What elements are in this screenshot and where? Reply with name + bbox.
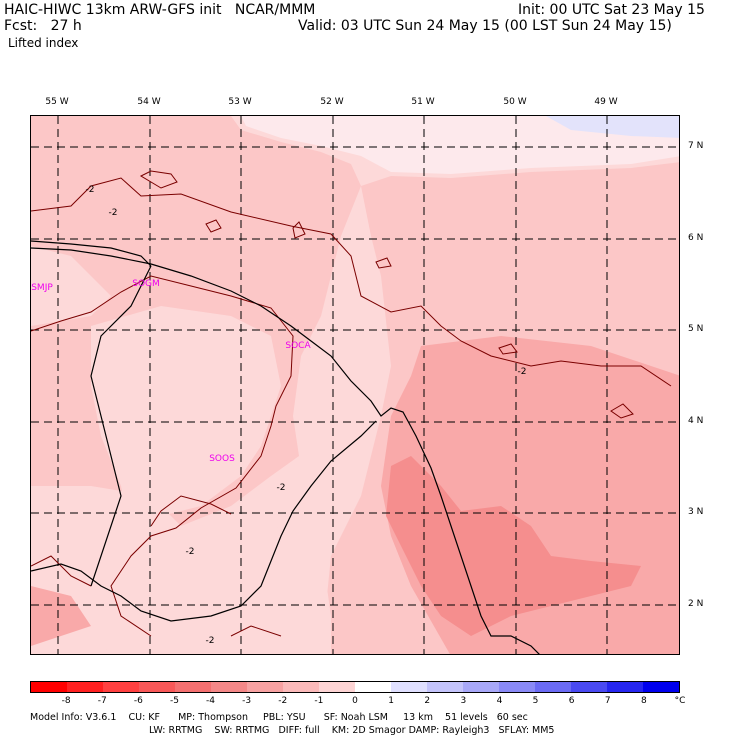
- colorbar-tick-label: -8: [61, 696, 71, 706]
- colorbar-swatch: [427, 682, 463, 692]
- colorbar: [30, 681, 680, 693]
- colorbar-swatch: [607, 682, 643, 692]
- map-panel: [30, 115, 680, 655]
- colorbar-unit: °C: [674, 696, 686, 706]
- colorbar-tick-label: 2: [424, 696, 431, 706]
- border-suriname-guyane: [31, 420, 377, 622]
- model-info-line1: Model Info: V3.6.1 CU: KF MP: Thompson P…: [30, 712, 528, 723]
- colorbar-swatch: [283, 682, 319, 692]
- lifted-index-map: [31, 116, 679, 654]
- lon-label: 54 W: [137, 97, 161, 107]
- colorbar-tick-label: 0: [352, 696, 358, 706]
- contour-line: [610, 403, 634, 419]
- colorbar-swatch: [211, 682, 247, 692]
- station-label: SMJP: [31, 283, 53, 293]
- coastline: [31, 247, 540, 654]
- lat-label: 2 N: [688, 599, 704, 609]
- contour-line: [375, 257, 392, 269]
- colorbar-tick-label: 5: [532, 696, 539, 706]
- colorbar-swatch: [535, 682, 571, 692]
- station-label: SOOS: [209, 454, 235, 464]
- colorbar-swatch: [175, 682, 211, 692]
- contour-line: [31, 275, 294, 637]
- contour-line: [230, 625, 282, 637]
- colorbar-swatch: [67, 682, 103, 692]
- lat-label: 4 N: [688, 416, 704, 426]
- lon-label: 49 W: [594, 97, 618, 107]
- lon-label: 51 W: [411, 97, 435, 107]
- field-minus1-interior: [91, 306, 281, 516]
- model-title: HAIC-HIWC 13km ARW-GFS init NCAR/MMM: [4, 2, 316, 18]
- colorbar-tick-label: -1: [314, 696, 324, 706]
- colorbar-swatch: [643, 682, 679, 692]
- colorbar-swatch: [139, 682, 175, 692]
- colorbar-swatch: [355, 682, 391, 692]
- lon-label: 53 W: [228, 97, 252, 107]
- contour-line: [498, 343, 518, 355]
- colorbar-tick-label: -6: [133, 696, 143, 706]
- contour-label: -2: [205, 636, 215, 646]
- colorbar-tick-label: 7: [604, 696, 611, 706]
- colorbar-tick-label: 4: [496, 696, 503, 706]
- colorbar-swatch: [499, 682, 535, 692]
- contour-label: -2: [85, 185, 95, 195]
- contour-label: -2: [108, 208, 118, 218]
- colorbar-tick-label: -2: [278, 696, 288, 706]
- colorbar-swatch: [571, 682, 607, 692]
- colorbar-tick-label: 3: [460, 696, 467, 706]
- contour-label: -2: [276, 483, 286, 493]
- lon-label: 55 W: [45, 97, 69, 107]
- lat-label: 3 N: [688, 507, 704, 517]
- contour-line: [292, 221, 306, 239]
- colorbar-swatch: [391, 682, 427, 692]
- colorbar-tick-label: -3: [242, 696, 252, 706]
- init-time: Init: 00 UTC Sat 23 May 15: [518, 2, 705, 18]
- forecast-hour: Fcst: 27 h: [4, 18, 82, 34]
- colorbar-tick-label: -7: [97, 696, 107, 706]
- colorbar-swatch: [247, 682, 283, 692]
- field-positive: [546, 116, 679, 138]
- contour-line: [31, 177, 672, 387]
- field-name: Lifted index: [8, 36, 79, 50]
- field-zero-band: [241, 116, 679, 174]
- colorbar-swatch: [103, 682, 139, 692]
- lat-label: 6 N: [688, 233, 704, 243]
- lon-label: 50 W: [503, 97, 527, 107]
- lat-label: 5 N: [688, 324, 704, 334]
- colorbar-tick-label: 6: [568, 696, 575, 706]
- colorbar-tick-label: 1: [388, 696, 394, 706]
- colorbar-swatch: [31, 682, 67, 692]
- model-info-line2: LW: RRTMG SW: RRTMG DIFF: full KM: 2D Sm…: [149, 725, 555, 736]
- colorbar-tick-label: -5: [169, 696, 179, 706]
- colorbar-swatch: [463, 682, 499, 692]
- contour-line: [205, 219, 222, 233]
- contour-label: -2: [517, 367, 527, 377]
- colorbar-tick-label: 8: [641, 696, 647, 706]
- lon-label: 52 W: [320, 97, 344, 107]
- contour-line: [139, 170, 178, 189]
- colorbar-swatch: [319, 682, 355, 692]
- field-minus1-west-edge: [31, 172, 81, 212]
- station-label: SOCA: [285, 341, 311, 351]
- border-west: [31, 240, 152, 267]
- field-minus4: [386, 456, 641, 636]
- valid-time: Valid: 03 UTC Sun 24 May 15 (00 LST Sun …: [298, 18, 672, 34]
- contour-line: [150, 495, 232, 527]
- station-label: SOGM: [132, 279, 160, 289]
- contour-line: [31, 555, 92, 587]
- colorbar-tick-label: -4: [206, 696, 216, 706]
- contour-label: -2: [185, 547, 195, 557]
- field-minus2-southwest: [31, 586, 91, 646]
- lat-label: 7 N: [688, 141, 704, 151]
- border-suriname-guyana: [90, 265, 152, 587]
